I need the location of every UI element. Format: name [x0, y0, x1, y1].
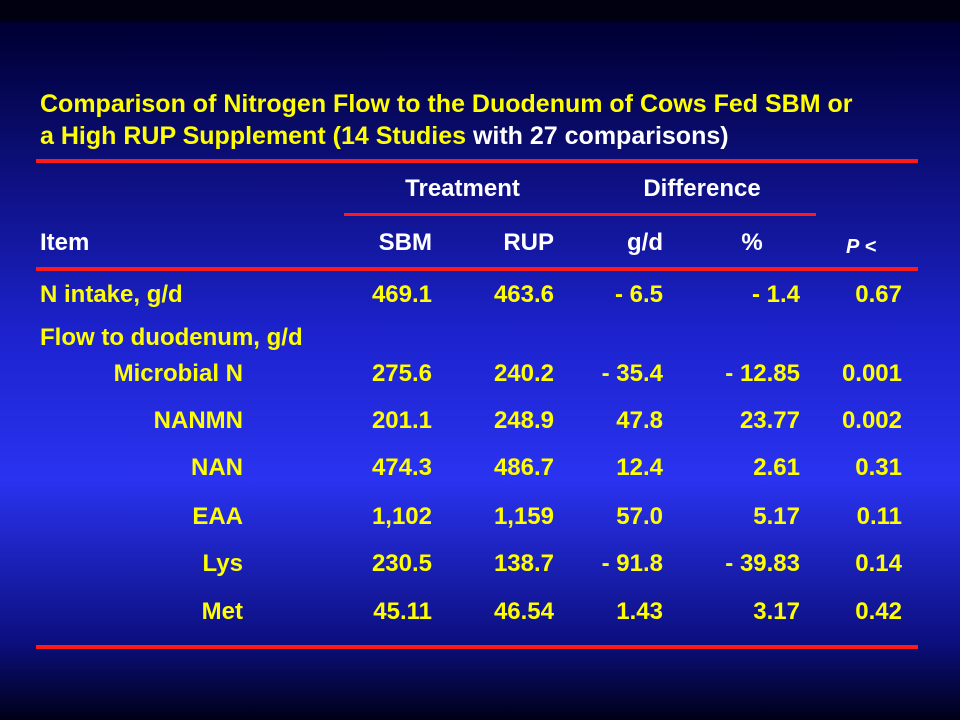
row-label-eaa: EAA — [192, 503, 243, 530]
rup-column-header: RUP — [503, 229, 554, 256]
row-label-nan: NAN — [191, 454, 243, 481]
table-cell: 463.6 — [493, 281, 554, 308]
title-rule — [36, 159, 918, 163]
p-letter: P — [846, 236, 860, 258]
table-cell: 0.001 — [841, 360, 902, 387]
p-sign: < — [859, 236, 877, 258]
title-line-1: Comparison of Nitrogen Flow to the Duode… — [40, 90, 853, 118]
table-cell: - 12.85 — [725, 360, 800, 387]
table-cell: 201.1 — [371, 407, 432, 434]
table-cell: - 39.83 — [725, 550, 800, 577]
title-line-2-part-2: with 27 comparisons) — [466, 122, 729, 150]
table-cell: 1,102 — [371, 503, 432, 530]
title-line-2-part-1: a High RUP Supplement (14 Studies — [40, 122, 467, 150]
group-underline — [344, 213, 816, 216]
title-line-2: a High RUP Supplement (14 Studies with 2… — [40, 120, 930, 152]
table-cell: 0.67 — [855, 281, 902, 308]
row-label-nanmn: NANMN — [153, 407, 243, 434]
header-rule — [36, 267, 918, 271]
table-cell: 12.4 — [616, 454, 663, 481]
row-label-met: Met — [201, 598, 243, 625]
table-cell: - 6.5 — [614, 281, 663, 308]
table-cell: 3.17 — [753, 598, 800, 625]
table-cell: 486.7 — [493, 454, 554, 481]
table-cell: 230.5 — [371, 550, 432, 577]
table-cell: 45.11 — [373, 598, 432, 625]
item-column-header: Item — [40, 229, 90, 256]
table-cell: - 91.8 — [601, 550, 663, 577]
table-cell: 0.31 — [855, 454, 902, 481]
gd-column-header: g/d — [627, 229, 663, 256]
difference-header: Difference — [643, 175, 761, 202]
table-cell: 138.7 — [493, 550, 554, 577]
percent-column-header: % — [741, 229, 763, 256]
table-cell: 248.9 — [493, 407, 554, 434]
table-cell: 0.14 — [855, 550, 902, 577]
table-cell: 0.42 — [855, 598, 902, 625]
table-cell: 2.61 — [753, 454, 800, 481]
slide-title: Comparison of Nitrogen Flow to the Duode… — [40, 88, 930, 152]
sbm-column-header: SBM — [378, 229, 432, 256]
table-cell: 0.002 — [841, 407, 902, 434]
table-cell: 474.3 — [371, 454, 432, 481]
table-cell: 1.43 — [616, 598, 663, 625]
table-cell: 1,159 — [493, 503, 554, 530]
table-cell: 0.11 — [856, 503, 902, 530]
table-cell: 240.2 — [493, 360, 554, 387]
row-label-microbial-n: Microbial N — [113, 360, 243, 387]
table-cell: 57.0 — [616, 503, 663, 530]
top-band — [0, 0, 960, 22]
p-value-column-header: P < — [846, 232, 877, 262]
table-cell: - 35.4 — [601, 360, 663, 387]
table-cell: 469.1 — [371, 281, 432, 308]
table-cell: - 1.4 — [751, 281, 800, 308]
table-cell: 275.6 — [371, 360, 432, 387]
row-label-n-intake: N intake, g/d — [40, 281, 183, 308]
table-cell: 5.17 — [753, 503, 800, 530]
table-cell: 23.77 — [739, 407, 800, 434]
row-label-lys: Lys — [202, 550, 243, 577]
row-label-flow-to-duodenum: Flow to duodenum, g/d — [40, 324, 303, 351]
treatment-header: Treatment — [405, 175, 520, 202]
bottom-rule — [36, 645, 918, 649]
table-cell: 47.8 — [616, 407, 663, 434]
table-cell: 46.54 — [493, 598, 554, 625]
